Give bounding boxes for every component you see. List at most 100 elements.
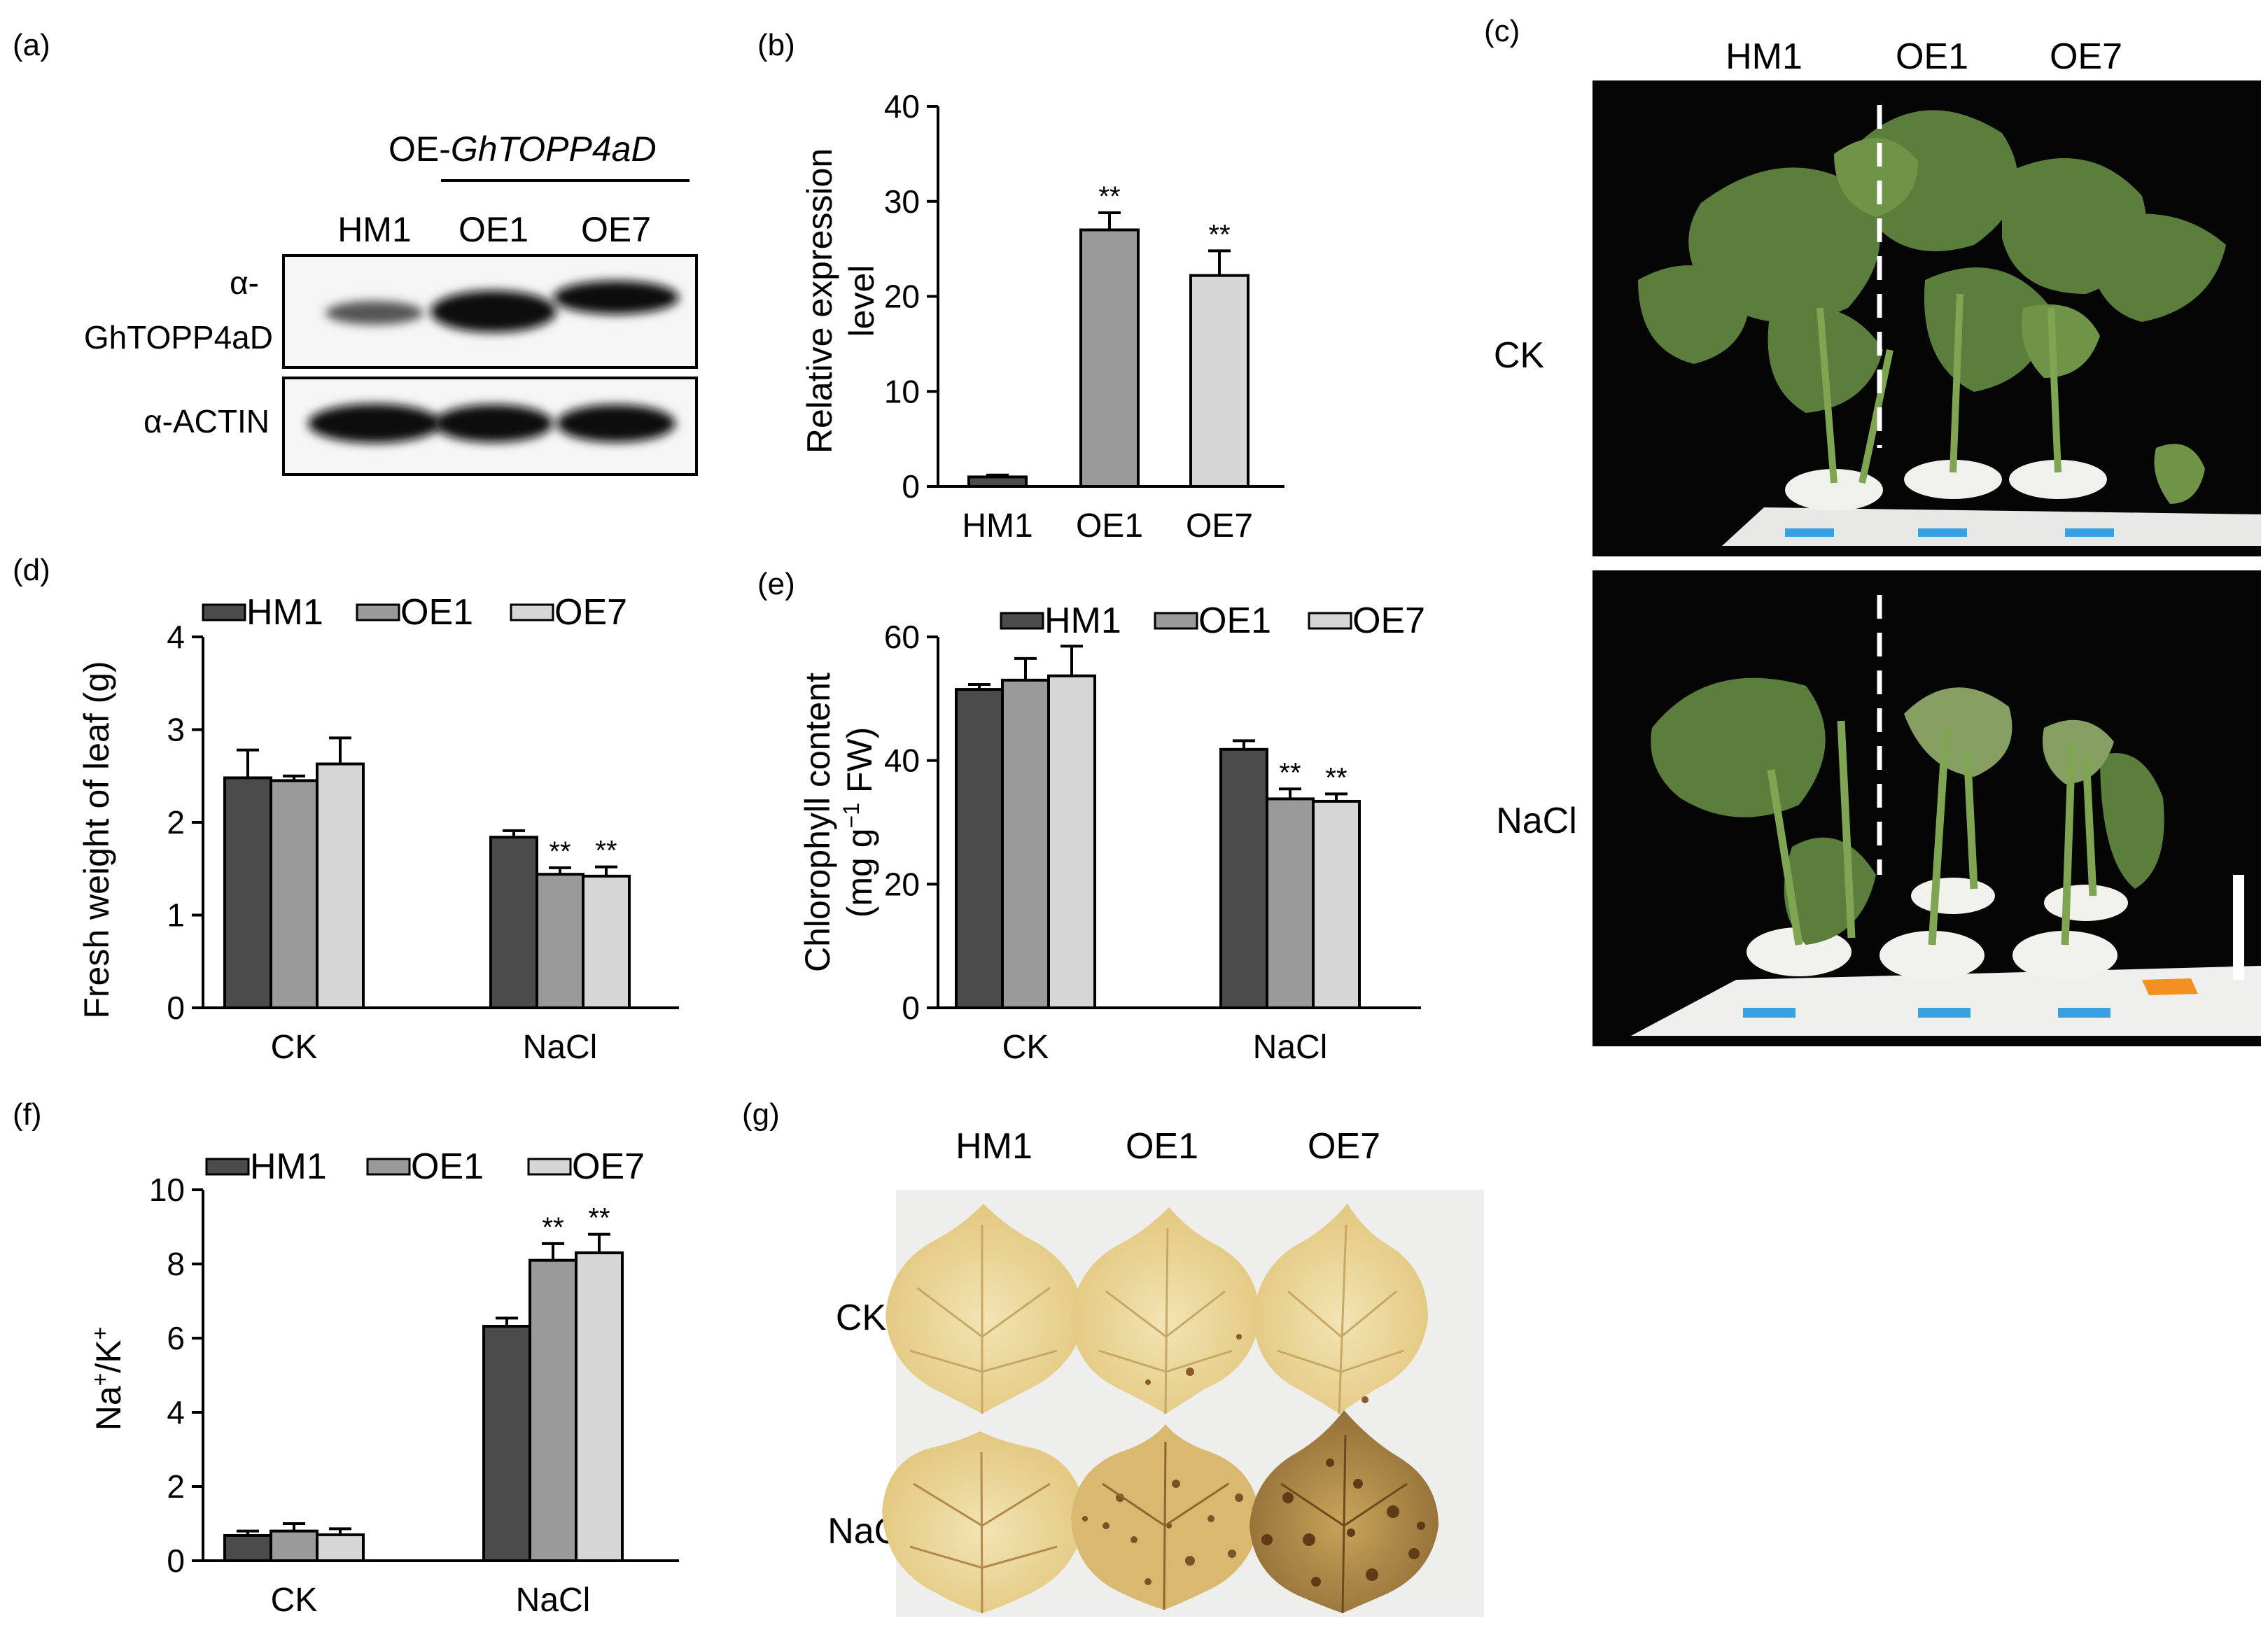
photo-g-col-hm1: HM1 (955, 1126, 1032, 1167)
chart-f-bar-oe7-ck (316, 1533, 365, 1563)
chart-e-ylabel: Chlorophyll content (798, 673, 837, 972)
chart-d-ytick-label-2: 2 (167, 804, 185, 841)
blot-band-oe1 (430, 290, 556, 332)
chart-f-legend-swatch-oe1 (366, 1158, 411, 1176)
blot-actin-band-oe7 (556, 405, 676, 442)
panel-label-e: (e) (757, 567, 795, 601)
chart-e-bar-oe1-ck (1001, 678, 1050, 1009)
photo-c-col-oe1: OE1 (1896, 36, 1968, 77)
chart-f-xtick-label-nacl: NaCl (516, 1582, 591, 1619)
panel-label-a: (a) (13, 28, 50, 62)
chart-d-bar-oe7-ck (316, 762, 365, 1009)
chart-e-legend-label-hm1: HM1 (1044, 600, 1121, 641)
chart-d-ytick-label-1: 1 (167, 897, 185, 934)
chart-d-bar-hm1-nacl (489, 836, 538, 1010)
chart-d-bar-oe1-ck (270, 779, 318, 1009)
chart-f-legend-swatch-oe7 (527, 1158, 572, 1176)
chart-f-significance-oe7-nacl: ** (588, 1203, 610, 1234)
chart-e-xtick-label-nacl: NaCl (1253, 1029, 1328, 1066)
chart-e-legend-swatch-oe1 (1154, 612, 1198, 630)
chart-d-significance-oe7-nacl: ** (595, 836, 617, 866)
chart-e-bar-hm1-nacl (1219, 747, 1268, 1009)
leaf-nacl-hm1 (882, 1431, 1085, 1614)
chart-f-legend-swatch-hm1 (205, 1158, 250, 1176)
photo-c-row-ck: CK (1494, 335, 1545, 376)
chart-b-ylabel-line2: level (842, 265, 881, 337)
photo-c-row-nacl: NaCl (1496, 801, 1577, 841)
blot-row2-label: α-ACTIN (144, 403, 270, 440)
plant-photo-ck (1592, 80, 2261, 556)
photo-c-col-hm1: HM1 (1726, 36, 1802, 77)
chart-e-legend-swatch-hm1 (1000, 612, 1044, 630)
chart-f-ytick-label-0: 0 (167, 1543, 185, 1579)
chart-e-bar-oe7-ck (1047, 674, 1096, 1009)
chart-e-significance-oe1-nacl: ** (1279, 757, 1301, 788)
chart-b-ytick-label-1: 10 (884, 373, 920, 409)
chart-d-legend-swatch-oe1 (356, 603, 400, 621)
blot-band-hm1 (326, 301, 424, 325)
leaf-ck-oe7 (1253, 1204, 1428, 1414)
chart-e-legend-label-oe7: OE7 (1352, 600, 1425, 641)
chart-e-ytick-label-3: 60 (884, 619, 920, 655)
chart-b-significance-oe7: ** (1208, 219, 1230, 250)
chart-b-xtick-label-oe1: OE1 (1076, 507, 1143, 545)
chart-f-significance-oe1-nacl: ** (542, 1212, 564, 1243)
chart-e-bar-oe1-nacl (1266, 797, 1315, 1009)
plant-photo-nacl (1592, 570, 2261, 1046)
chart-d-xtick-label-nacl: NaCl (523, 1029, 598, 1066)
blot-group-label: OE-GhTOPP4aD (388, 129, 657, 169)
chart-d-bar-hm1-ck (223, 776, 272, 1009)
chart-e-bar-hm1-ck (955, 688, 1004, 1009)
chart-f-ytick-label-2: 4 (167, 1394, 185, 1431)
chart-d-fresh-weight: 0 1 2 3 4 CK ** ** NaCl HM1 OE1 OE7 Fresh weight of … (77, 592, 679, 1066)
chart-b-ytick-label-2: 20 (884, 279, 920, 315)
blot-actin-band-oe1 (434, 405, 553, 442)
chart-d-ytick-label-0: 0 (167, 990, 185, 1026)
chart-f-bar-oe7-nacl (575, 1251, 624, 1562)
blot-lane-label-oe7: OE7 (581, 210, 651, 249)
chart-f-bar-oe1-ck (270, 1529, 318, 1562)
chart-e-significance-oe7-nacl: ** (1325, 762, 1347, 793)
leaf-nacl-oe1 (1071, 1424, 1260, 1610)
leaf-ck-oe1 (1071, 1207, 1260, 1414)
chart-f-ytick-label-4: 8 (167, 1246, 185, 1282)
chart-d-bar-oe1-nacl (536, 873, 584, 1010)
chart-d-xtick-label-ck: CK (271, 1029, 318, 1066)
chart-d-legend-swatch-oe7 (510, 603, 554, 621)
blot-band-oe7 (553, 281, 679, 314)
chart-e-legend-swatch-oe7 (1308, 612, 1352, 630)
chart-b-bar-hm1 (967, 475, 1028, 488)
chart-f-legend-label-oe7: OE7 (572, 1146, 645, 1187)
chart-b-bar-oe1 (1079, 228, 1140, 488)
chart-e-ytick-label-0: 0 (902, 990, 920, 1026)
chart-b-xtick-label-oe7: OE7 (1186, 507, 1253, 545)
chart-e-legend-label-oe1: OE1 (1198, 600, 1271, 641)
chart-f-bar-hm1-nacl (482, 1325, 531, 1562)
chart-d-legend-label-hm1: HM1 (246, 592, 323, 633)
photo-g-col-oe1: OE1 (1126, 1126, 1198, 1167)
leaf-nacl-oe7 (1250, 1410, 1438, 1614)
western-blot-panel: OE-GhTOPP4aD HM1 OE1 OE7 α- GhTOPP4aD α-… (84, 129, 698, 476)
chart-d-bar-oe7-nacl (582, 874, 631, 1009)
chart-b-ytick-label-4: 40 (884, 88, 920, 125)
panel-label-b: (b) (757, 28, 795, 62)
photo-c-col-oe7: OE7 (2050, 36, 2122, 77)
chart-d-legend-label-oe1: OE1 (400, 592, 473, 633)
chart-d-ytick-label-3: 3 (167, 712, 185, 748)
blot-row1-label-line2: GhTOPP4aD (84, 319, 273, 356)
blot-lane-label-hm1: HM1 (337, 210, 412, 249)
photo-g-col-oe7: OE7 (1308, 1126, 1380, 1167)
chart-e-ylabel-line2: (mg g−1 FW) (839, 727, 879, 918)
chart-b-expression: 0 10 20 30 40 HM1 ** OE1 ** OE7 Relative expressio… (800, 88, 1284, 545)
plant-photo-panel: HM1 OE1 OE7 CK NaCl (1494, 36, 2261, 1046)
chart-d-significance-oe1-nacl: ** (549, 836, 570, 867)
chart-f-xtick-label-ck: CK (271, 1582, 318, 1619)
chart-f-bar-oe1-nacl (528, 1258, 578, 1562)
chart-b-ylabel: Relative expression (800, 148, 839, 454)
chart-d-legend-label-oe7: OE7 (554, 592, 627, 633)
blot-row1-label: α- (230, 265, 259, 301)
chart-f-na-k-ratio: 0 2 4 6 8 10 CK ** ** NaCl HM1 OE1 OE7 Na+/K+ (88, 1146, 679, 1619)
chart-b-bar-oe7 (1189, 274, 1250, 488)
chart-f-bar-hm1-ck (223, 1533, 272, 1563)
chart-e-chlorophyll: 0 20 40 60 CK ** ** NaCl HM1 OE1 OE7 Chlorophyll co… (798, 600, 1425, 1066)
